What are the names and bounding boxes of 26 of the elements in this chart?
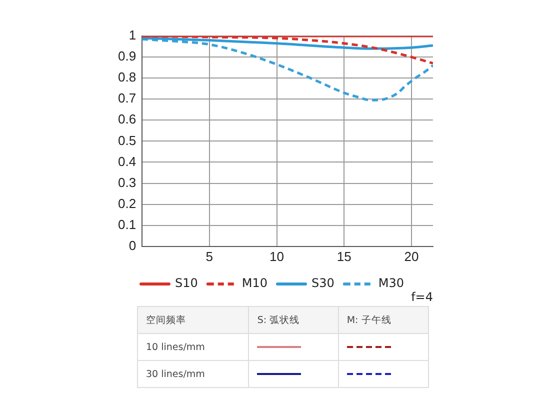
- y-tick-label: 0.5: [118, 132, 136, 148]
- legend-label: M10: [242, 276, 268, 290]
- text: 空间频率: [138, 306, 249, 334]
- text: 30 lines/mm: [138, 360, 249, 388]
- y-tick-label: 0: [128, 238, 136, 253]
- text: M: 子午线: [338, 306, 428, 334]
- x-tick-label: 5: [206, 248, 214, 264]
- line-series: [142, 38, 433, 102]
- y-tick-label: 0.8: [118, 70, 136, 85]
- y-tick-label: 0.6: [118, 112, 136, 127]
- legend-label: S30: [312, 276, 334, 290]
- legend-label: S10: [174, 276, 198, 290]
- text: f=4: [411, 290, 433, 304]
- text: 10 lines/mm: [138, 334, 249, 360]
- legend-label: M30: [378, 276, 404, 290]
- y-tick-label: 1: [128, 28, 136, 43]
- x-tick-label: 15: [336, 248, 352, 264]
- y-tick-label: 0.7: [118, 90, 136, 106]
- text: S: 弧状线: [248, 306, 338, 334]
- y-tick-label: 0.2: [118, 196, 136, 211]
- x-tick-label: 10: [270, 248, 284, 264]
- y-tick-label: 0.1: [118, 216, 136, 232]
- y-tick-label: 0.3: [118, 174, 136, 190]
- y-tick-label: 0.4: [118, 154, 136, 169]
- x-tick-label: 20: [404, 248, 419, 264]
- y-tick-label: 0.9: [118, 48, 136, 64]
